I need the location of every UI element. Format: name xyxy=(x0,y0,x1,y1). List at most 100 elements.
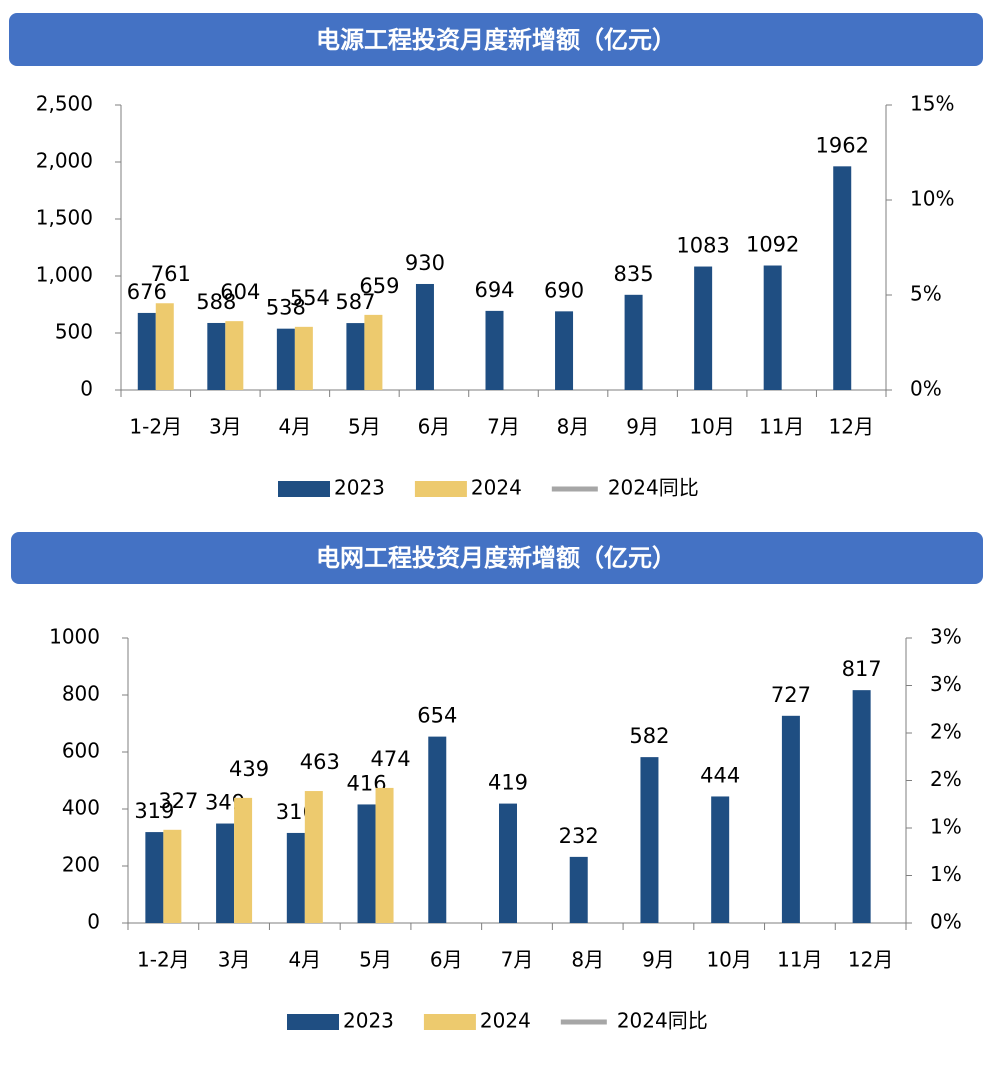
bar xyxy=(375,787,394,923)
data-label: 439 xyxy=(229,757,269,781)
x-tick-label: 9月 xyxy=(642,948,675,972)
y-tick-label: 500 xyxy=(55,320,93,344)
bar xyxy=(485,310,504,390)
y2-tick-label: 0% xyxy=(910,377,942,401)
bar xyxy=(276,328,295,390)
data-label: 654 xyxy=(417,704,457,728)
legend-label: 2024 xyxy=(471,476,522,500)
bar xyxy=(415,283,434,390)
bar xyxy=(346,323,365,390)
bar xyxy=(225,321,244,390)
bar xyxy=(640,757,659,923)
bar xyxy=(694,266,713,390)
legend-swatch xyxy=(423,1014,476,1030)
y-tick-label: 1,000 xyxy=(36,263,93,287)
bar xyxy=(207,322,226,390)
x-tick-label: 1-2月 xyxy=(137,948,190,972)
data-label: 538 xyxy=(266,296,306,320)
x-tick-label: 7月 xyxy=(501,948,534,972)
bar xyxy=(163,829,182,923)
data-label: 587 xyxy=(335,290,375,314)
y2-tick-label: 5% xyxy=(910,282,942,306)
data-label: 319 xyxy=(134,799,174,823)
data-label: 690 xyxy=(544,278,584,302)
y-tick-label: 1,500 xyxy=(36,206,93,230)
data-label: 930 xyxy=(405,251,445,275)
data-label: 676 xyxy=(127,280,167,304)
y-tick-label: 2,500 xyxy=(36,92,93,116)
x-tick-label: 5月 xyxy=(359,948,392,972)
data-label: 604 xyxy=(220,280,260,304)
legend-swatch xyxy=(414,481,467,497)
data-label: 554 xyxy=(290,286,330,310)
bar xyxy=(234,797,253,923)
data-label: 761 xyxy=(151,262,191,286)
legend-label: 2024同比 xyxy=(608,476,699,500)
bar xyxy=(781,715,800,923)
x-tick-label: 12月 xyxy=(829,415,874,439)
y2-tick-label: 10% xyxy=(910,187,954,211)
y2-tick-label: 2% xyxy=(930,720,962,744)
bar xyxy=(137,312,156,390)
data-label: 694 xyxy=(474,278,514,302)
y2-tick-label: 2% xyxy=(930,767,962,791)
data-label: 444 xyxy=(700,763,740,787)
data-label: 582 xyxy=(629,724,669,748)
bar xyxy=(833,166,852,390)
bar xyxy=(763,265,782,390)
legend-label: 2024同比 xyxy=(617,1009,708,1033)
bar xyxy=(286,832,305,923)
x-tick-label: 10月 xyxy=(689,415,734,439)
bar xyxy=(711,796,730,923)
y-tick-label: 200 xyxy=(62,853,100,877)
x-tick-label: 12月 xyxy=(848,948,893,972)
data-label: 727 xyxy=(771,683,811,707)
data-label: 1083 xyxy=(676,234,729,258)
y-tick-label: 600 xyxy=(62,739,100,763)
x-tick-label: 1-2月 xyxy=(129,415,182,439)
bar xyxy=(428,736,447,923)
data-label: 1962 xyxy=(816,133,869,157)
data-label: 474 xyxy=(370,747,410,771)
legend-label: 2023 xyxy=(343,1009,394,1033)
data-label: 588 xyxy=(196,290,236,314)
y2-tick-label: 15% xyxy=(910,92,954,116)
bar xyxy=(364,314,383,390)
bar xyxy=(294,326,313,390)
y-tick-label: 0 xyxy=(80,377,93,401)
data-label: 232 xyxy=(559,824,599,848)
data-label: 659 xyxy=(359,274,399,298)
x-tick-label: 10月 xyxy=(706,948,751,972)
y2-tick-label: 3% xyxy=(930,672,962,696)
bar xyxy=(852,690,871,923)
y-tick-label: 1000 xyxy=(49,625,100,649)
header-bar xyxy=(9,13,983,66)
header-bar xyxy=(11,532,983,584)
bar xyxy=(499,803,517,923)
data-label: 817 xyxy=(842,657,882,681)
bar xyxy=(304,791,323,923)
legend-label: 2024 xyxy=(480,1009,531,1033)
legend-swatch xyxy=(287,1014,339,1030)
y2-tick-label: 0% xyxy=(930,910,962,934)
y-tick-label: 800 xyxy=(62,682,100,706)
x-tick-label: 11月 xyxy=(777,948,822,972)
bar xyxy=(624,294,643,390)
x-tick-label: 8月 xyxy=(557,415,590,439)
bar xyxy=(555,311,574,390)
x-tick-label: 4月 xyxy=(278,415,311,439)
y2-tick-label: 1% xyxy=(930,862,962,886)
y-tick-label: 2,000 xyxy=(36,149,93,173)
bar xyxy=(155,303,174,390)
data-label: 835 xyxy=(614,262,654,286)
chart-title: 电网工程投资月度新增额（亿元） xyxy=(316,544,676,572)
legend-label: 2023 xyxy=(334,476,385,500)
y2-tick-label: 1% xyxy=(930,815,962,839)
data-label: 327 xyxy=(158,789,198,813)
y-tick-label: 0 xyxy=(87,910,100,934)
data-label: 419 xyxy=(488,771,528,795)
x-tick-label: 5月 xyxy=(348,415,381,439)
x-tick-label: 3月 xyxy=(218,948,251,972)
x-tick-label: 4月 xyxy=(288,948,321,972)
